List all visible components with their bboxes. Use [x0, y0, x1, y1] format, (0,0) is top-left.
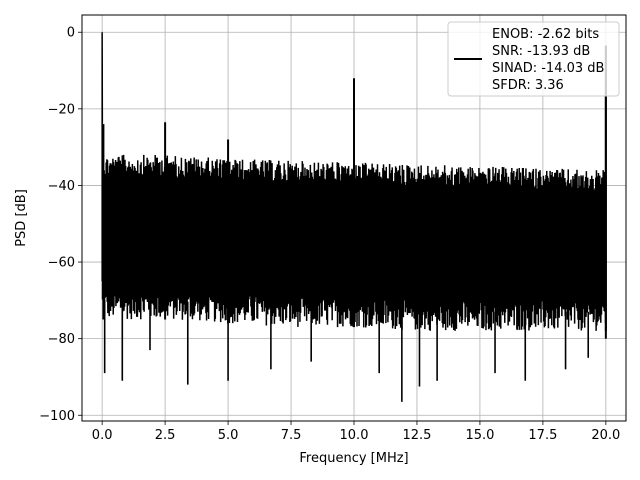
legend-sfdr: SFDR: 3.36 — [492, 78, 564, 93]
legend-box — [447, 21, 620, 97]
x-tick-label: 5.0 — [218, 428, 239, 443]
legend-enob: ENOB: -2.62 bits — [492, 27, 599, 42]
x-tick-label: 20.0 — [591, 428, 620, 443]
x-tick-label: 10.0 — [340, 428, 369, 443]
y-tick-label: −40 — [48, 179, 75, 194]
y-tick-label: 0 — [67, 26, 75, 41]
y-tick-label: −80 — [48, 332, 75, 347]
x-tick-label: 17.5 — [528, 428, 557, 443]
x-axis-label: Frequency [MHz] — [299, 451, 408, 466]
y-tick-label: −100 — [39, 409, 75, 424]
x-tick-label: 2.5 — [155, 428, 176, 443]
legend-snr: SNR: -13.93 dB — [492, 44, 590, 59]
y-tick-label: −20 — [48, 102, 75, 117]
x-tick-label: 12.5 — [402, 428, 431, 443]
y-tick-label: −60 — [48, 256, 75, 271]
legend: ENOB: -2.62 bits SNR: -13.93 dB SINAD: -… — [447, 21, 620, 97]
psd-trace — [101, 32, 607, 402]
x-tick-label: 0.0 — [92, 428, 113, 443]
legend-sinad: SINAD: -14.03 dB — [492, 61, 604, 76]
axis-ticks: 0.0 2.5 5.0 7.5 10.0 12.5 15.0 17.5 20.0 0 −20 −40 −… — [39, 26, 620, 443]
x-tick-label: 15.0 — [465, 428, 494, 443]
x-tick-label: 7.5 — [281, 428, 302, 443]
y-axis-label: PSD [dB] — [14, 189, 29, 247]
